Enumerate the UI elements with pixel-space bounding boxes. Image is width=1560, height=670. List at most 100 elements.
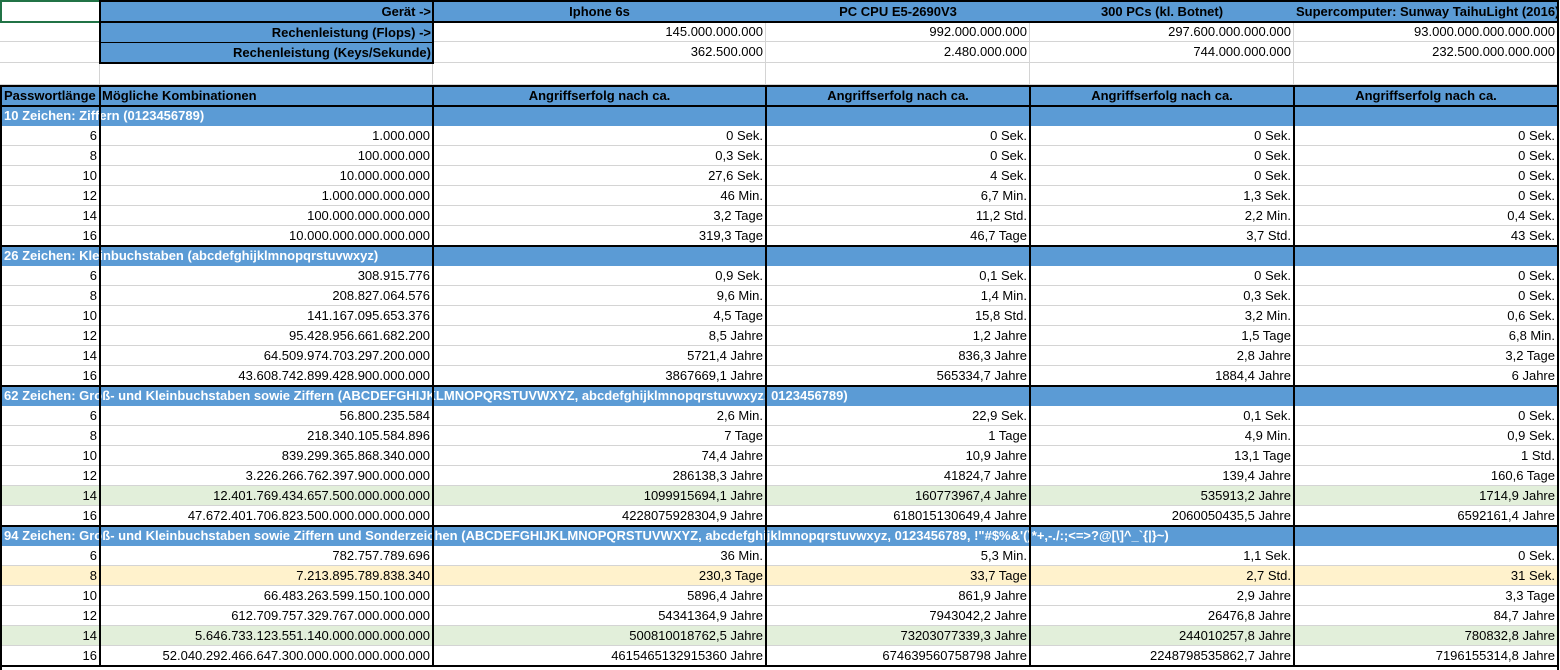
attack-time-cell[interactable]: 0,3 Sek. [433, 146, 766, 166]
password-length-cell[interactable]: 8 [2, 566, 100, 586]
attack-time-cell[interactable]: 0 Sek. [1294, 546, 1558, 566]
attack-time-cell[interactable]: 0 Sek. [1294, 186, 1558, 206]
attack-time-cell[interactable]: 13,1 Tage [1030, 446, 1294, 466]
attack-time-cell[interactable]: 0 Sek. [1294, 146, 1558, 166]
cell-empty[interactable] [433, 63, 766, 85]
attack-time-cell[interactable]: 2060050435,5 Jahre [1030, 506, 1294, 526]
combinations-cell[interactable]: 839.299.365.868.340.000 [100, 446, 433, 466]
attack-time-cell[interactable]: 500810018762,5 Jahre [433, 626, 766, 646]
combinations-cell[interactable]: 1.000.000.000.000 [100, 186, 433, 206]
attack-time-cell[interactable]: 41824,7 Jahre [766, 466, 1030, 486]
attack-time-cell[interactable]: 0 Sek. [433, 126, 766, 146]
password-length-cell[interactable]: 8 [2, 426, 100, 446]
password-length-cell[interactable]: 14 [2, 346, 100, 366]
attack-time-cell[interactable]: 0 Sek. [1294, 286, 1558, 306]
flops-value[interactable]: 93.000.000.000.000.000 [1294, 22, 1558, 42]
combinations-cell[interactable]: 100.000.000.000.000 [100, 206, 433, 226]
attack-time-cell[interactable]: 565334,7 Jahre [766, 366, 1030, 386]
attack-time-cell[interactable]: 1 Std. [1294, 446, 1558, 466]
attack-time-cell[interactable]: 5896,4 Jahre [433, 586, 766, 606]
flops-value[interactable]: 145.000.000.000 [433, 22, 766, 42]
combinations-cell[interactable]: 47.672.401.706.823.500.000.000.000.000 [100, 506, 433, 526]
attack-time-cell[interactable]: 2,6 Min. [433, 406, 766, 426]
cell-empty[interactable] [1294, 63, 1558, 85]
flops-value[interactable]: 297.600.000.000.000 [1030, 22, 1294, 42]
attack-time-cell[interactable]: 2,7 Std. [1030, 566, 1294, 586]
attack-time-cell[interactable]: 0,4 Sek. [1294, 206, 1558, 226]
password-length-cell[interactable]: 14 [2, 486, 100, 506]
attack-time-cell[interactable]: 618015130649,4 Jahre [766, 506, 1030, 526]
keys-value[interactable]: 232.500.000.000.000 [1294, 42, 1558, 63]
attack-time-cell[interactable]: 3867669,1 Jahre [433, 366, 766, 386]
attack-time-cell[interactable]: 6592161,4 Jahre [1294, 506, 1558, 526]
attack-time-cell[interactable]: 1,5 Tage [1030, 326, 1294, 346]
password-length-cell[interactable]: 14 [2, 206, 100, 226]
attack-time-cell[interactable]: 84,7 Jahre [1294, 606, 1558, 626]
attack-time-cell[interactable]: 7943042,2 Jahre [766, 606, 1030, 626]
attack-time-cell[interactable]: 0 Sek. [1030, 266, 1294, 286]
password-length-cell[interactable]: 6 [2, 126, 100, 146]
attack-time-cell[interactable]: 1,2 Jahre [766, 326, 1030, 346]
combinations-cell[interactable]: 218.340.105.584.896 [100, 426, 433, 446]
combinations-cell[interactable]: 1.000.000 [100, 126, 433, 146]
attack-time-cell[interactable]: 0 Sek. [1030, 146, 1294, 166]
cell-empty[interactable] [0, 42, 100, 63]
combinations-cell[interactable]: 3.226.266.762.397.900.000.000 [100, 466, 433, 486]
attack-time-cell[interactable]: 4,5 Tage [433, 306, 766, 326]
combinations-cell[interactable]: 782.757.789.696 [100, 546, 433, 566]
combinations-cell[interactable]: 64.509.974.703.297.200.000 [100, 346, 433, 366]
attack-time-cell[interactable]: 0 Sek. [1294, 406, 1558, 426]
flops-value[interactable]: 992.000.000.000 [766, 22, 1030, 42]
combinations-cell[interactable]: 100.000.000 [100, 146, 433, 166]
combinations-cell[interactable]: 7.213.895.789.838.340 [100, 566, 433, 586]
attack-time-cell[interactable]: 9,6 Min. [433, 286, 766, 306]
attack-time-cell[interactable]: 319,3 Tage [433, 226, 766, 246]
password-length-cell[interactable]: 8 [2, 286, 100, 306]
attack-time-cell[interactable]: 160,6 Tage [1294, 466, 1558, 486]
attack-time-cell[interactable]: 43 Sek. [1294, 226, 1558, 246]
attack-time-cell[interactable]: 6 Jahre [1294, 366, 1558, 386]
attack-time-cell[interactable]: 4228075928304,9 Jahre [433, 506, 766, 526]
combinations-cell[interactable]: 52.040.292.466.647.300.000.000.000.000.0… [100, 646, 433, 666]
attack-time-cell[interactable]: 5721,4 Jahre [433, 346, 766, 366]
attack-time-cell[interactable]: 73203077339,3 Jahre [766, 626, 1030, 646]
attack-time-cell[interactable]: 8,5 Jahre [433, 326, 766, 346]
attack-time-cell[interactable]: 46,7 Tage [766, 226, 1030, 246]
combinations-cell[interactable]: 141.167.095.653.376 [100, 306, 433, 326]
attack-time-cell[interactable]: 674639560758798 Jahre [766, 646, 1030, 666]
cell-empty[interactable] [766, 63, 1030, 85]
combinations-cell[interactable]: 308.915.776 [100, 266, 433, 286]
password-length-cell[interactable]: 16 [2, 646, 100, 666]
password-length-cell[interactable]: 10 [2, 446, 100, 466]
attack-time-cell[interactable]: 27,6 Sek. [433, 166, 766, 186]
cell-empty[interactable] [0, 22, 100, 42]
password-length-cell[interactable]: 6 [2, 546, 100, 566]
password-length-cell[interactable]: 14 [2, 626, 100, 646]
attack-time-cell[interactable]: 0,6 Sek. [1294, 306, 1558, 326]
cell-empty[interactable] [1030, 63, 1294, 85]
combinations-cell[interactable]: 95.428.956.661.682.200 [100, 326, 433, 346]
attack-time-cell[interactable]: 230,3 Tage [433, 566, 766, 586]
attack-time-cell[interactable]: 535913,2 Jahre [1030, 486, 1294, 506]
attack-time-cell[interactable]: 0,3 Sek. [1030, 286, 1294, 306]
attack-time-cell[interactable]: 4615465132915360 Jahre [433, 646, 766, 666]
attack-time-cell[interactable]: 861,9 Jahre [766, 586, 1030, 606]
attack-time-cell[interactable]: 0 Sek. [1030, 126, 1294, 146]
attack-time-cell[interactable]: 0,9 Sek. [433, 266, 766, 286]
attack-time-cell[interactable]: 2,9 Jahre [1030, 586, 1294, 606]
attack-time-cell[interactable]: 0 Sek. [1030, 166, 1294, 186]
attack-time-cell[interactable]: 31 Sek. [1294, 566, 1558, 586]
attack-time-cell[interactable]: 4,9 Min. [1030, 426, 1294, 446]
attack-time-cell[interactable]: 1099915694,1 Jahre [433, 486, 766, 506]
password-length-cell[interactable]: 12 [2, 326, 100, 346]
attack-time-cell[interactable]: 0 Sek. [766, 126, 1030, 146]
password-length-cell[interactable]: 12 [2, 606, 100, 626]
attack-time-cell[interactable]: 3,7 Std. [1030, 226, 1294, 246]
attack-time-cell[interactable]: 3,2 Tage [1294, 346, 1558, 366]
attack-time-cell[interactable]: 36 Min. [433, 546, 766, 566]
password-length-cell[interactable]: 16 [2, 506, 100, 526]
attack-time-cell[interactable]: 3,3 Tage [1294, 586, 1558, 606]
password-length-cell[interactable]: 12 [2, 466, 100, 486]
attack-time-cell[interactable]: 22,9 Sek. [766, 406, 1030, 426]
attack-time-cell[interactable]: 7196155314,8 Jahre [1294, 646, 1558, 666]
